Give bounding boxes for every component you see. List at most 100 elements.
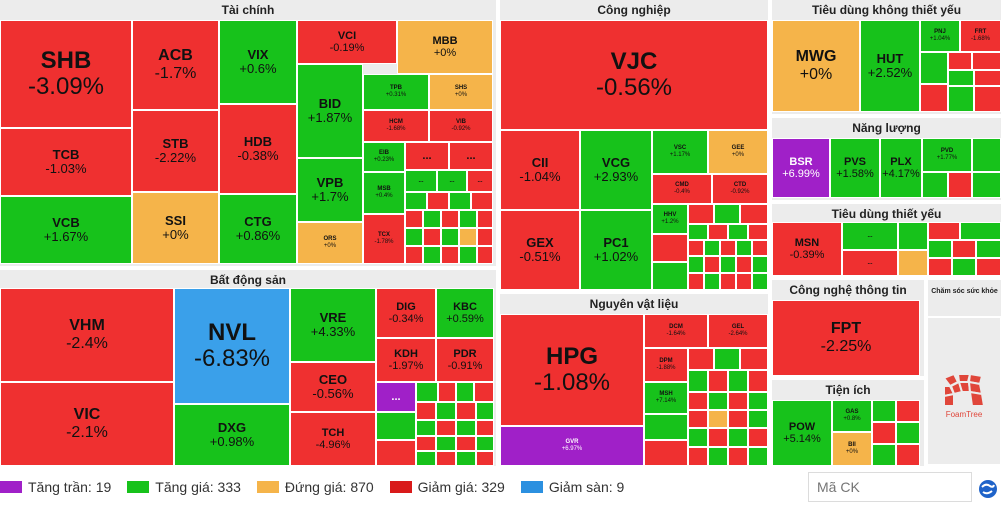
tile-small[interactable]	[728, 224, 748, 240]
tile-pnj[interactable]: PNJ +1.04%	[920, 20, 960, 52]
tile-small[interactable]	[740, 348, 768, 370]
tile-small[interactable]	[459, 246, 477, 264]
tile-small[interactable]	[728, 370, 748, 392]
tile-cii[interactable]: CII -1.04%	[500, 130, 580, 210]
tile-vjc[interactable]: VJC -0.56%	[500, 20, 768, 130]
tile-small[interactable]	[474, 382, 494, 402]
tile-hut[interactable]: HUT +2.52%	[860, 20, 920, 112]
stock-code-search-input[interactable]	[808, 472, 972, 502]
tile-hpg[interactable]: HPG -1.08%	[500, 314, 644, 426]
tile-small[interactable]	[423, 228, 441, 246]
tile-ctd[interactable]: CTD -0.92%	[712, 174, 768, 204]
tile-small[interactable]	[920, 52, 948, 84]
tile-small[interactable]	[471, 192, 493, 210]
tile-small[interactable]	[736, 240, 752, 256]
tile-vix[interactable]: VIX +0.6%	[219, 20, 297, 104]
tile-more[interactable]: ...	[376, 382, 416, 412]
tile-small[interactable]	[416, 402, 436, 420]
tile-small[interactable]	[898, 222, 928, 250]
tile-vcg[interactable]: VCG +2.93%	[580, 130, 652, 210]
tile-small[interactable]	[728, 392, 748, 410]
tile-small[interactable]	[976, 258, 1001, 276]
tile-small[interactable]	[476, 402, 494, 420]
tile-vci[interactable]: VCI -0.19%	[297, 20, 397, 64]
tile-small[interactable]	[688, 204, 714, 224]
tile-small[interactable]	[436, 451, 456, 466]
tile-cmd[interactable]: CMD -0.4%	[652, 174, 712, 204]
tile-mwg[interactable]: MWG +0%	[772, 20, 860, 112]
tile-small[interactable]	[714, 204, 740, 224]
tile-small[interactable]	[972, 172, 1001, 198]
tile-small[interactable]	[748, 224, 768, 240]
tile-small[interactable]	[972, 138, 1001, 172]
tile-small[interactable]	[898, 250, 928, 276]
tile-small[interactable]	[960, 222, 1001, 240]
tile-small[interactable]	[477, 210, 493, 228]
tile-small[interactable]	[416, 451, 436, 466]
tile-small[interactable]	[376, 412, 416, 440]
tile-small[interactable]	[449, 192, 471, 210]
tile-small[interactable]	[416, 382, 438, 402]
tile-vhm[interactable]: VHM -2.4%	[0, 288, 174, 382]
tile-tpb[interactable]: TPB +0.31%	[363, 74, 429, 110]
tile-kbc[interactable]: KBC +0.59%	[436, 288, 494, 338]
tile-small[interactable]	[441, 246, 459, 264]
tile-mbb[interactable]: MBB +0%	[397, 20, 493, 74]
tile-small[interactable]	[952, 258, 976, 276]
tile-ssi[interactable]: SSI +0%	[132, 192, 219, 264]
tile-msn[interactable]: MSN -0.39%	[772, 222, 842, 276]
tile-msb[interactable]: MSB +0.4%	[363, 172, 405, 214]
tile-more[interactable]: ...	[449, 142, 493, 170]
tile-small[interactable]	[456, 436, 476, 451]
tile-small[interactable]	[748, 370, 768, 392]
tile-vpb[interactable]: VPB +1.7%	[297, 158, 363, 222]
tile-small[interactable]	[688, 447, 708, 466]
tile-plx[interactable]: PLX +4.17%	[880, 138, 922, 198]
tile-small[interactable]	[974, 70, 1001, 86]
tile-small[interactable]	[704, 273, 720, 290]
tile-small[interactable]	[423, 246, 441, 264]
tile-pvs[interactable]: PVS +1.58%	[830, 138, 880, 198]
tile-gex[interactable]: GEX -0.51%	[500, 210, 580, 290]
tile-small[interactable]	[896, 422, 920, 444]
tile-more[interactable]: ...	[842, 250, 898, 276]
tile-ors[interactable]: ORS +0%	[297, 222, 363, 264]
tile-small[interactable]	[459, 210, 477, 228]
tile-small[interactable]	[736, 273, 752, 290]
tile-gvr[interactable]: GVR +6.97%	[500, 426, 644, 466]
tile-small[interactable]	[708, 392, 728, 410]
tile-tcx[interactable]: TCX -1.78%	[363, 214, 405, 264]
tile-bid[interactable]: BID +1.87%	[297, 64, 363, 158]
tile-small[interactable]	[948, 70, 974, 86]
tile-small[interactable]	[423, 210, 441, 228]
tile-small[interactable]	[952, 240, 976, 258]
tile-acb[interactable]: ACB -1.7%	[132, 20, 219, 110]
tile-small[interactable]	[708, 224, 728, 240]
tile-vcb[interactable]: VCB +1.67%	[0, 196, 132, 264]
tile-small[interactable]	[688, 348, 714, 370]
tile-small[interactable]	[438, 382, 456, 402]
tile-small[interactable]	[427, 192, 449, 210]
tile-small[interactable]	[688, 370, 708, 392]
tile-small[interactable]	[688, 273, 704, 290]
tile-small[interactable]	[896, 444, 920, 466]
tile-pc1[interactable]: PC1 +1.02%	[580, 210, 652, 290]
tile-small[interactable]	[644, 414, 688, 440]
tile-eib[interactable]: EIB +0.23%	[363, 142, 405, 172]
tile-small[interactable]	[476, 451, 494, 466]
tile-more[interactable]: ...	[405, 142, 449, 170]
tile-stb[interactable]: STB -2.22%	[132, 110, 219, 192]
tile-dcm[interactable]: DCM -1.64%	[644, 314, 708, 348]
tile-small[interactable]	[748, 428, 768, 447]
tile-pow[interactable]: POW +5.14%	[772, 400, 832, 466]
tile-vre[interactable]: VRE +4.33%	[290, 288, 376, 362]
tile-small[interactable]	[456, 382, 474, 402]
tile-small[interactable]	[644, 440, 688, 466]
tile-small[interactable]	[748, 447, 768, 466]
tile-vsc[interactable]: VSC +1.17%	[652, 130, 708, 174]
tile-more[interactable]: ...	[842, 222, 898, 250]
tile-small[interactable]	[405, 210, 423, 228]
globe-icon[interactable]	[978, 479, 998, 499]
tile-small[interactable]	[476, 436, 494, 451]
tile-small[interactable]	[459, 228, 477, 246]
